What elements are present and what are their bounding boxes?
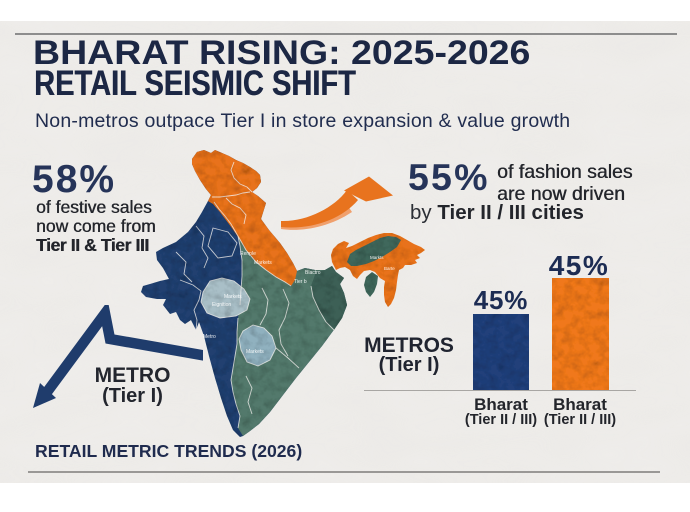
svg-text:Renple: Renple [240,251,256,257]
svg-text:Markets: Markets [246,349,264,355]
svg-text:Eignition: Eignition [212,302,231,308]
svg-text:Tier b: Tier b [294,279,307,285]
svg-text:Barte: Barte [384,266,395,271]
svg-text:Blactro: Blactro [305,270,321,276]
svg-text:Markets: Markets [254,260,272,266]
svg-text:Metro: Metro [203,334,216,340]
svg-text:Markets: Markets [224,294,242,300]
svg-text:Markts: Markts [370,255,384,260]
